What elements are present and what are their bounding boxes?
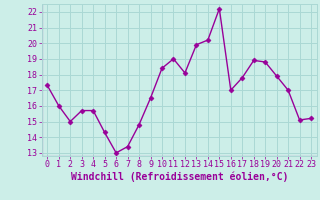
X-axis label: Windchill (Refroidissement éolien,°C): Windchill (Refroidissement éolien,°C) [70, 172, 288, 182]
